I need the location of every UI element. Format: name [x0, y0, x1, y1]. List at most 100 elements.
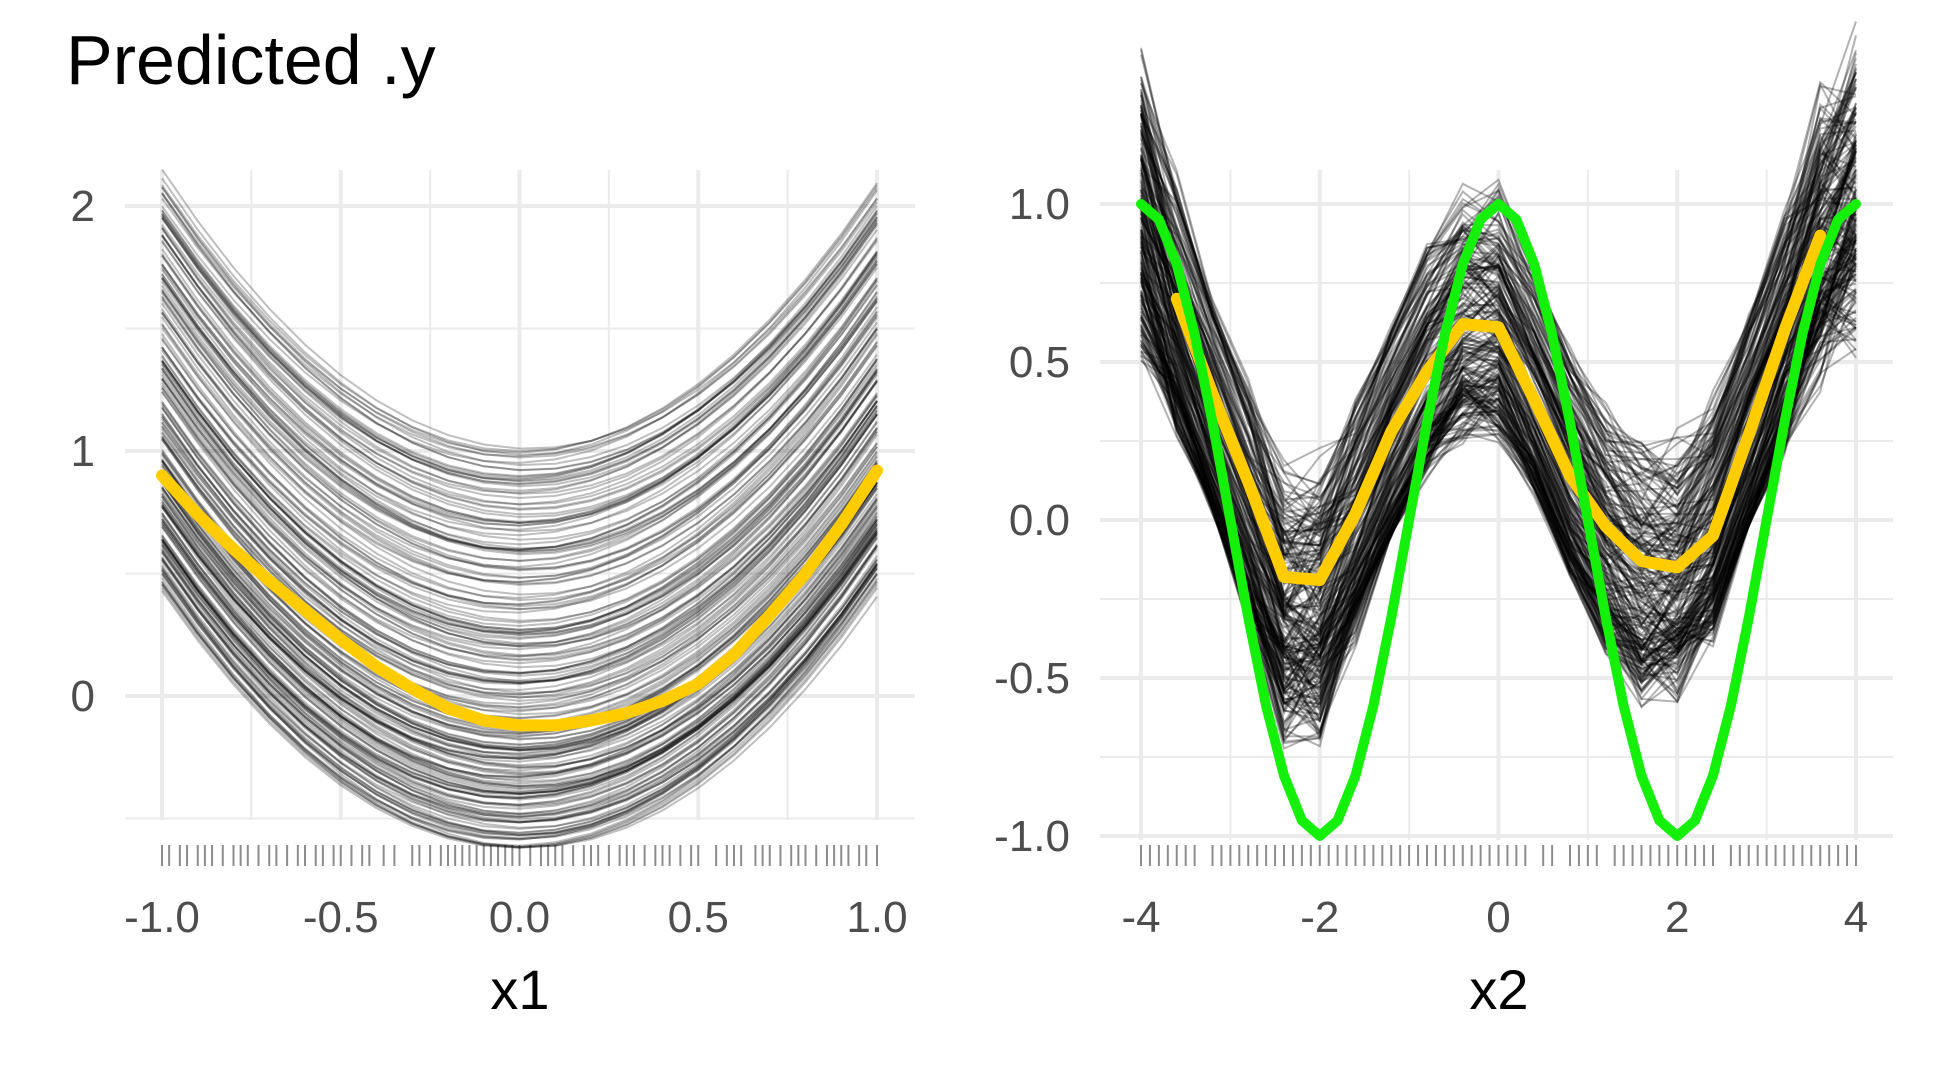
ice-curve [161, 481, 878, 757]
ice-curve [161, 451, 878, 720]
panel-left: -1.0 -0.5 0.0 0.5 1.0 0 1 2 x1 [71, 168, 915, 1021]
ice-curve [161, 488, 878, 763]
ice-curve [1140, 277, 1857, 701]
ice-curve [1140, 114, 1857, 572]
ice-curve [161, 273, 878, 554]
ice-curve [161, 334, 878, 614]
ice-curve [161, 205, 878, 481]
ice-curve [161, 428, 878, 699]
ice-curve [161, 289, 878, 570]
ice-curve [1140, 262, 1857, 658]
x-tick-label: 4 [1844, 893, 1868, 942]
ice-curve [161, 279, 878, 552]
ice-curve [1140, 111, 1857, 565]
ice-curve [1140, 311, 1857, 649]
ice-curve [161, 248, 878, 525]
ice-curve [161, 413, 878, 685]
ice-curve [161, 328, 878, 606]
ice-curve [1140, 218, 1857, 690]
ice-curve [161, 577, 878, 849]
ice-curve [161, 394, 878, 665]
ice-curve [161, 385, 878, 662]
ice-curve [161, 526, 878, 795]
y-tick-label: 0.5 [1009, 338, 1070, 387]
ice-curve [1140, 82, 1857, 490]
ice-curve [161, 209, 878, 480]
ice-curve [1140, 83, 1857, 527]
ice-curve [161, 557, 878, 836]
ice-curve [1140, 217, 1857, 638]
ice-curve [161, 261, 878, 537]
ice-curve [161, 495, 878, 767]
ice-curve [161, 326, 878, 600]
ice-curve [161, 367, 878, 648]
panel-right-y-tick-labels: -1.0 -0.5 0.0 0.5 1.0 [994, 180, 1070, 861]
ice-curve [1140, 257, 1857, 714]
ice-curve [161, 573, 878, 847]
ice-curve [161, 177, 878, 456]
ice-curve [1140, 223, 1857, 743]
ice-curve [1140, 252, 1857, 737]
ice-curve [161, 547, 878, 815]
y-tick-label: 0.0 [1009, 496, 1070, 545]
ice-curve [161, 564, 878, 834]
ice-curve [161, 370, 878, 639]
ice-curve [161, 506, 878, 788]
ice-curve [161, 428, 878, 702]
ice-curve [161, 469, 878, 737]
true-function-line [1136, 199, 1861, 841]
ice-curve [161, 489, 878, 769]
ice-curve [161, 574, 878, 849]
ice-curve [161, 268, 878, 550]
ice-curve [1140, 76, 1857, 525]
ice-curve [1140, 237, 1857, 671]
ice-curve [161, 291, 878, 569]
ice-curve [1140, 229, 1857, 671]
ice-curve [161, 361, 878, 631]
ice-curve [161, 526, 878, 795]
ice-curve [1140, 272, 1857, 699]
ice-curve [1140, 238, 1857, 655]
ice-curve [161, 234, 878, 511]
ice-curve [161, 234, 878, 510]
ice-curve [161, 192, 878, 472]
ice-curve [161, 302, 878, 579]
ice-curve [161, 277, 878, 546]
y-tick-label: 2 [71, 182, 95, 231]
ice-curve [1140, 294, 1857, 709]
ice-curve [161, 566, 878, 837]
ice-curve [1140, 247, 1857, 676]
ice-curve [161, 354, 878, 635]
ice-curve [1140, 279, 1857, 734]
ice-curve [1140, 221, 1857, 608]
ice-curve [161, 186, 878, 467]
ice-curve [161, 538, 878, 816]
ice-curve [161, 518, 878, 791]
ice-curve [1140, 21, 1857, 547]
ice-curve [161, 324, 878, 602]
y-tick-label: -0.5 [994, 654, 1070, 703]
ice-curve [1140, 299, 1857, 695]
ice-curve [1140, 195, 1857, 652]
ice-curve [1140, 328, 1857, 720]
ice-curve [161, 539, 878, 820]
ice-curve [161, 358, 878, 628]
ice-curve [161, 543, 878, 818]
x-tick-label: 0 [1486, 893, 1510, 942]
ice-curve [161, 462, 878, 738]
ice-curve [161, 547, 878, 823]
ice-curve [161, 501, 878, 778]
ice-curve [1140, 103, 1857, 504]
ice-curve [161, 580, 878, 848]
ice-curve [161, 296, 878, 571]
ice-curve [161, 332, 878, 606]
ice-curve [161, 264, 878, 541]
panel-right-rug [1140, 845, 1857, 866]
ice-curve [161, 401, 878, 683]
ice-curve [1140, 239, 1857, 706]
ice-curve [161, 182, 878, 454]
ice-curve [1140, 133, 1857, 530]
ice-curve [1140, 168, 1857, 647]
ice-curve [161, 364, 878, 645]
ice-curve [161, 537, 878, 816]
